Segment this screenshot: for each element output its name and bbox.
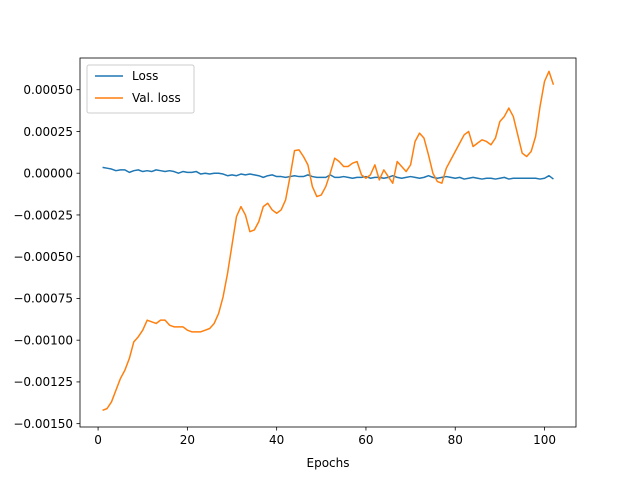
y-tick-label: 0.00000	[23, 167, 73, 181]
legend-frame	[86, 64, 195, 114]
y-tick-label: −0.00050	[13, 250, 73, 264]
x-tick-label: 80	[448, 433, 463, 447]
x-axis: 0 20 40 60 80 100	[94, 427, 556, 447]
y-tick-label: −0.00075	[13, 292, 73, 306]
legend-label-val-loss: Val. loss	[132, 91, 181, 105]
x-tick-label: 100	[533, 433, 556, 447]
y-tick-label: 0.00050	[23, 83, 73, 97]
y-tick-label: 0.00025	[23, 125, 73, 139]
legend-label-loss: Loss	[132, 69, 158, 83]
y-tick-label: −0.00150	[13, 417, 73, 431]
y-tick-label: −0.00025	[13, 208, 73, 222]
x-tick-label: 20	[180, 433, 195, 447]
y-axis: −0.00150 −0.00125 −0.00100 −0.00075 −0.00050…	[13, 83, 80, 431]
legend: Loss Val. loss	[86, 64, 195, 114]
series-line-val-loss	[102, 70, 555, 412]
series-layer	[102, 70, 555, 412]
plot-frame	[79, 57, 577, 428]
x-tick-label: 40	[269, 433, 284, 447]
y-tick-label: −0.00100	[13, 333, 73, 347]
series-line-loss	[102, 166, 554, 180]
y-tick-label: −0.00125	[13, 375, 73, 389]
x-axis-label: Epochs	[307, 456, 350, 470]
x-tick-label: 0	[94, 433, 102, 447]
x-tick-label: 60	[358, 433, 373, 447]
